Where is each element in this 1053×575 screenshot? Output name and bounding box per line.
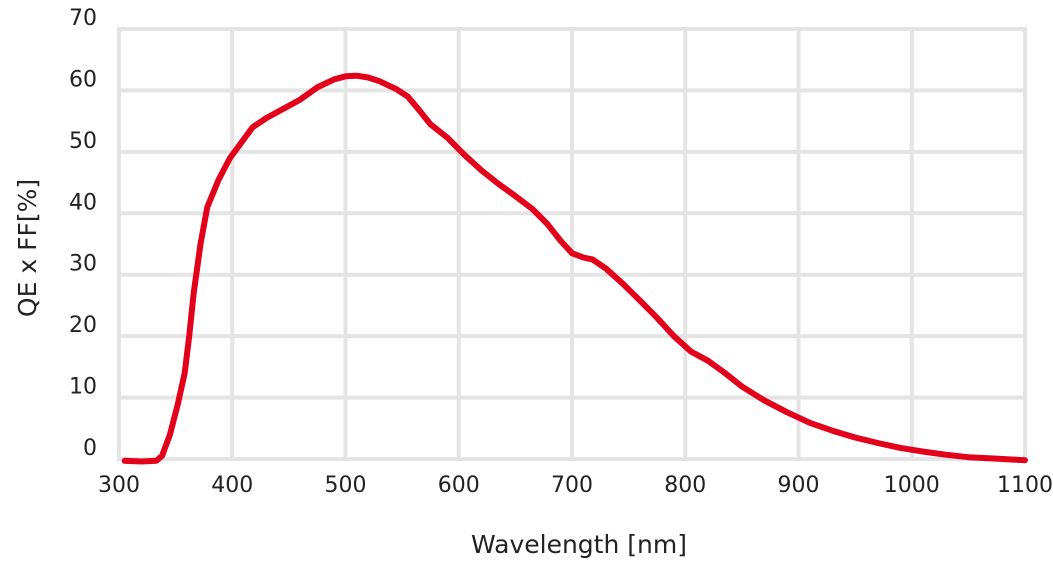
plot-area-frame	[117, 27, 1027, 461]
x-tick-label: 700	[551, 473, 593, 498]
y-tick-label: 40	[69, 190, 97, 215]
x-axis-title: Wavelength [nm]	[471, 530, 687, 559]
grid	[117, 27, 1027, 461]
y-tick-label: 30	[69, 252, 97, 277]
qe-series-line	[121, 72, 1028, 465]
y-tick-label: 60	[69, 67, 97, 92]
x-tick-label: 800	[664, 473, 706, 498]
x-tick-label: 400	[211, 473, 253, 498]
series-layer	[121, 72, 1028, 465]
x-tick-label: 1000	[884, 473, 940, 498]
y-axis-title: QE x FF[%]	[13, 179, 42, 317]
x-tick-label: 900	[778, 473, 820, 498]
y-tick-label: 70	[69, 6, 97, 31]
x-tick-label: 300	[98, 473, 140, 498]
y-tick-label: 50	[69, 129, 97, 154]
y-tick-label: 0	[83, 436, 97, 461]
x-tick-label: 1100	[997, 473, 1053, 498]
y-tick-labels: 0 10 20 30 40 50 60 70	[69, 6, 97, 461]
x-tick-labels: 300 400 500 600 700 800 900 1000 1100	[98, 473, 1053, 498]
x-tick-label: 600	[438, 473, 480, 498]
y-tick-label: 20	[69, 313, 97, 338]
x-tick-label: 500	[325, 473, 367, 498]
y-tick-label: 10	[69, 375, 97, 400]
